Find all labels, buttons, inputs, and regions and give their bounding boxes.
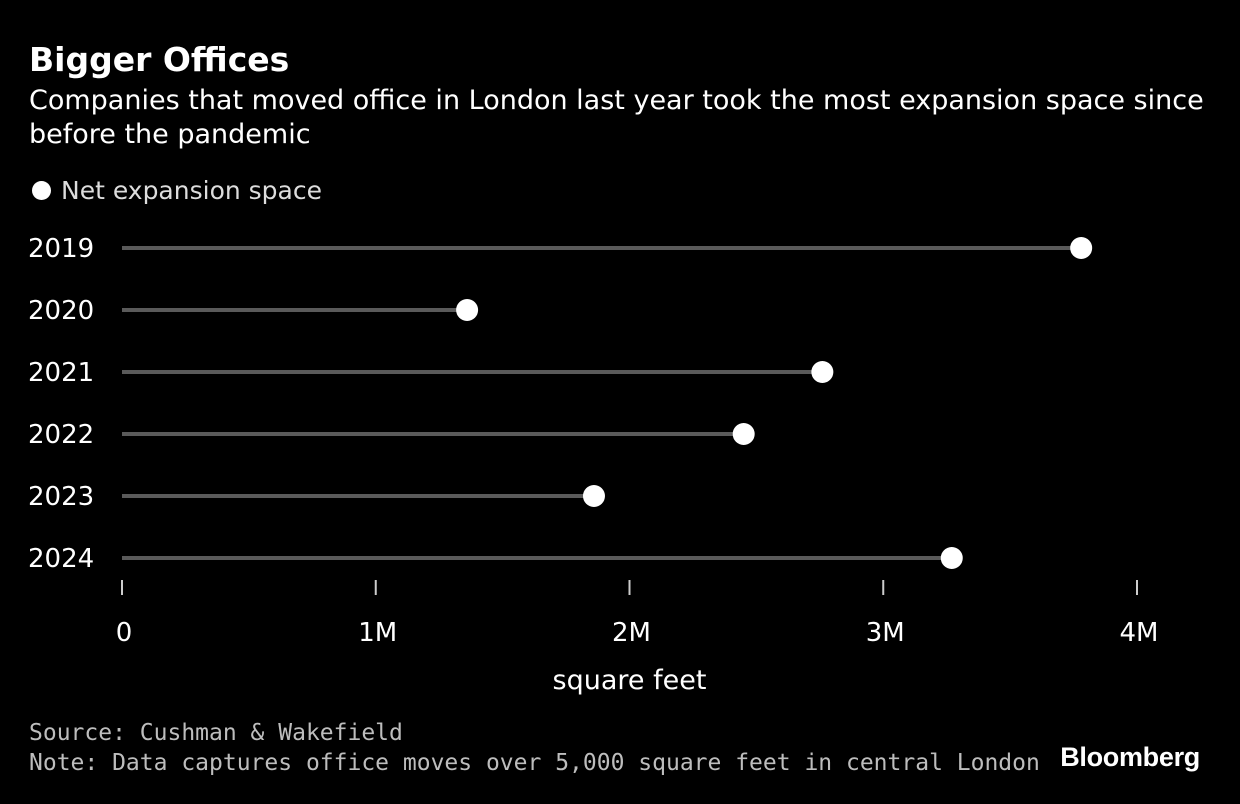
x-tick-label: 3M: [866, 618, 905, 648]
lollipop-dot: [582, 485, 605, 507]
lollipop-dot: [811, 361, 834, 383]
legend-dot-icon: [32, 181, 51, 200]
y-tick-label: 2019: [28, 234, 94, 264]
note-text: Note: Data captures office moves over 5,…: [29, 750, 1040, 776]
legend-label: Net expansion space: [61, 176, 322, 205]
y-tick-label: 2024: [28, 544, 94, 574]
legend: Net expansion space: [32, 176, 322, 205]
lollipop-dot: [1070, 237, 1093, 259]
chart-subtitle: Companies that moved office in London la…: [29, 85, 1204, 150]
lollipop-dot: [456, 299, 479, 321]
y-tick-label: 2020: [28, 296, 94, 326]
x-tick-label: 0: [116, 618, 133, 648]
x-tick-label: 4M: [1120, 618, 1159, 648]
lollipop-dot: [732, 423, 755, 445]
y-tick-label: 2023: [28, 482, 94, 512]
lollipop-dot: [940, 547, 963, 569]
y-tick-label: 2022: [28, 420, 94, 450]
x-tick-label: 2M: [612, 618, 651, 648]
chart-title: Bigger Offices: [29, 40, 290, 79]
source-text: Source: Cushman & Wakefield: [29, 720, 403, 746]
x-tick-label: 1M: [358, 618, 397, 648]
x-axis-label: square feet: [553, 665, 707, 696]
bloomberg-logo: Bloomberg: [1060, 742, 1200, 772]
footer: Source: Cushman & Wakefield Note: Data c…: [29, 718, 1040, 778]
y-tick-label: 2021: [28, 358, 94, 388]
